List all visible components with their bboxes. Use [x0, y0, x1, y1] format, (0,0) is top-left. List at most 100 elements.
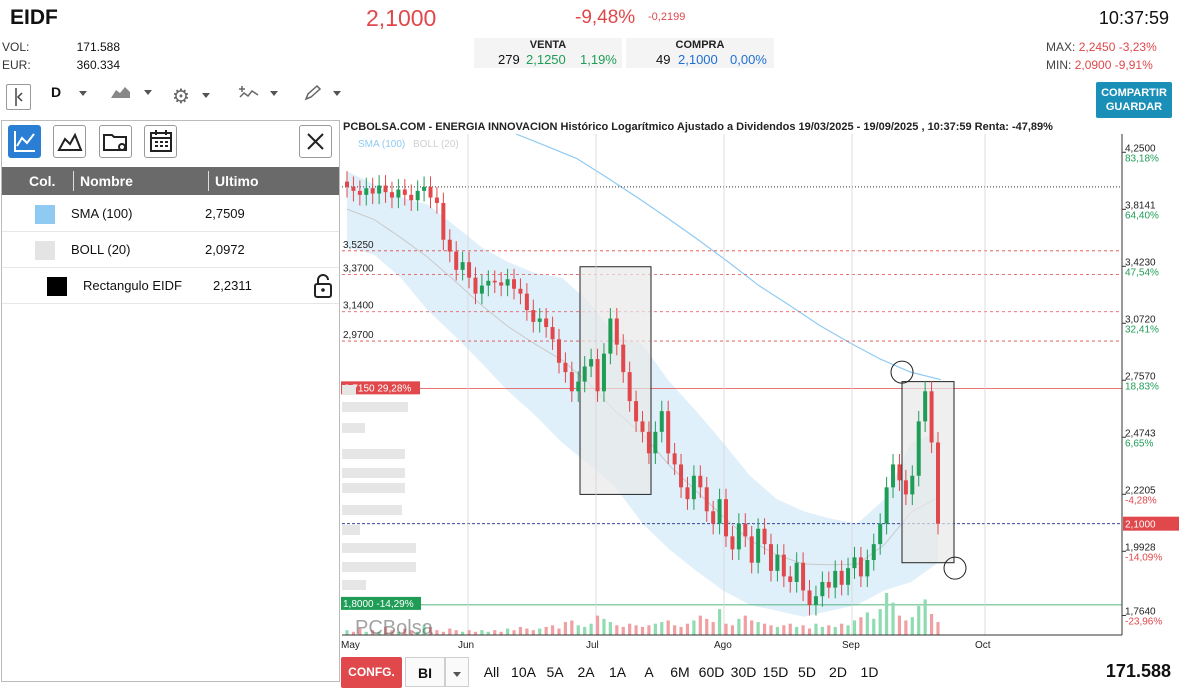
candle-body: [666, 411, 671, 454]
price-chart[interactable]: SMA (100) BOLL (20) 3,5250 3,3700 3,1400 2,97…: [341, 134, 1179, 652]
chart-mode-dropdown[interactable]: [445, 657, 469, 687]
volume-bar: [531, 630, 535, 635]
chart-mode-select[interactable]: BI: [405, 657, 445, 687]
collapse-panel-button[interactable]: [6, 84, 31, 110]
list-item[interactable]: Rectangulo EIDF 2,2311: [2, 268, 339, 304]
candle-body: [730, 536, 735, 550]
timeframe-button-5a[interactable]: 5A: [546, 664, 564, 680]
panel-tab-calendar[interactable]: [144, 125, 177, 158]
candle-body: [345, 181, 349, 187]
volume-bar: [538, 628, 542, 635]
period-select[interactable]: D: [51, 84, 88, 100]
last-price-tag: 2,1000: [1125, 520, 1156, 531]
timeframe-button-60d[interactable]: 60D: [698, 664, 725, 680]
volume-bar: [840, 623, 844, 635]
candle-body: [422, 186, 427, 191]
min-value: 2,0900 -9,91%: [1074, 58, 1153, 72]
candle-body: [846, 568, 851, 585]
candle-body: [454, 251, 459, 270]
y-axis-pct: 32,41%: [1125, 324, 1159, 335]
y-axis-pct: -23,96%: [1125, 617, 1162, 628]
candle-body: [479, 285, 484, 294]
timeframe-button-30d[interactable]: 30D: [730, 664, 757, 680]
candle-body: [428, 186, 433, 198]
rectangle-handle[interactable]: [890, 360, 914, 384]
chevron-down-icon: [269, 91, 278, 96]
candle-body: [749, 536, 754, 563]
column-header-last: Ultimo: [215, 173, 259, 189]
volume-bar: [416, 631, 420, 635]
settings-select[interactable]: ⚙: [172, 84, 210, 109]
candle-body: [717, 499, 722, 524]
config-button[interactable]: CONFG.: [341, 657, 402, 688]
volume-total: 171.588: [1105, 661, 1171, 681]
level-label: 3,1400: [343, 301, 374, 312]
volume-bar: [570, 620, 574, 635]
candle-body: [659, 411, 664, 432]
color-swatch[interactable]: [35, 241, 55, 260]
share-label: COMPARTIR: [1101, 87, 1167, 99]
timeframe-button-6m[interactable]: 6M: [670, 664, 690, 680]
chart-type-select[interactable]: [110, 84, 152, 103]
volume-bar: [782, 625, 786, 635]
candle-body: [923, 391, 928, 422]
candle-body: [801, 562, 806, 591]
color-swatch[interactable]: [35, 205, 55, 224]
candle-body: [794, 562, 799, 582]
mountain-chart-icon: [57, 132, 83, 151]
volume-bar: [557, 628, 561, 635]
timeframe-button-1d[interactable]: 1D: [860, 664, 879, 680]
timeframe-button-1a[interactable]: 1A: [608, 664, 627, 680]
volume-bar: [904, 620, 908, 635]
volume-bar: [403, 628, 407, 635]
candle-body: [492, 280, 497, 283]
timeframe-button-15d[interactable]: 15D: [762, 664, 789, 680]
volume-bar: [435, 630, 439, 635]
list-item[interactable]: BOLL (20) 2,0972: [2, 232, 339, 268]
list-item[interactable]: SMA (100) 2,7509: [2, 196, 339, 232]
candle-body: [441, 202, 446, 240]
candle-body: [589, 359, 594, 367]
timeframe-button-all[interactable]: All: [483, 664, 500, 680]
candle-body: [396, 189, 401, 198]
indicator-icon: [239, 86, 259, 98]
level-label: 2,9700: [343, 330, 374, 341]
timeframe-button-a[interactable]: A: [644, 664, 654, 680]
indicators-select[interactable]: [238, 84, 278, 105]
volume-bar: [872, 618, 876, 635]
indicator-name: BOLL (20): [71, 242, 131, 257]
y-axis-pct: 6,65%: [1125, 438, 1153, 449]
volume-bar: [878, 609, 882, 635]
candle-body: [377, 185, 382, 194]
volume-bar: [589, 623, 593, 635]
volume-bar: [525, 628, 529, 635]
timeframe-button-5d[interactable]: 5D: [798, 664, 816, 680]
volume-bar: [576, 625, 580, 635]
panel-tab-drawings[interactable]: [8, 125, 41, 158]
chevron-down-icon: [143, 90, 152, 95]
volume-bar: [422, 625, 426, 635]
close-panel-button[interactable]: [299, 125, 332, 158]
max-row: MAX: 2,2450 -3,23%: [1046, 40, 1157, 54]
panel-tab-folder-settings[interactable]: [99, 125, 132, 158]
color-swatch[interactable]: [47, 277, 67, 296]
candle-body: [634, 401, 639, 422]
candle-body: [576, 381, 581, 392]
drawing-tools-select[interactable]: [303, 84, 341, 105]
rectangle-handle[interactable]: [943, 556, 967, 580]
rectangle-drawing[interactable]: [901, 381, 955, 564]
volume-bar: [364, 631, 368, 635]
candle-body: [807, 590, 812, 605]
volume-bar: [461, 631, 465, 635]
unlock-icon[interactable]: [313, 273, 333, 299]
share-save-button[interactable]: COMPARTIR GUARDAR: [1096, 82, 1172, 118]
timeframe-button-10a[interactable]: 10A: [511, 664, 536, 680]
timeframe-button-2d[interactable]: 2D: [829, 664, 847, 680]
volume-bar: [820, 626, 824, 635]
chart-title: PCBOLSA.COM - ENERGIA INNOVACION Históri…: [343, 121, 1053, 133]
y-axis-pct: -4,28%: [1125, 495, 1157, 506]
last-price-tag-bg: [1123, 516, 1179, 531]
panel-tab-charts[interactable]: [53, 125, 86, 158]
rectangle-drawing[interactable]: [579, 266, 652, 495]
timeframe-button-2a[interactable]: 2A: [577, 664, 595, 680]
